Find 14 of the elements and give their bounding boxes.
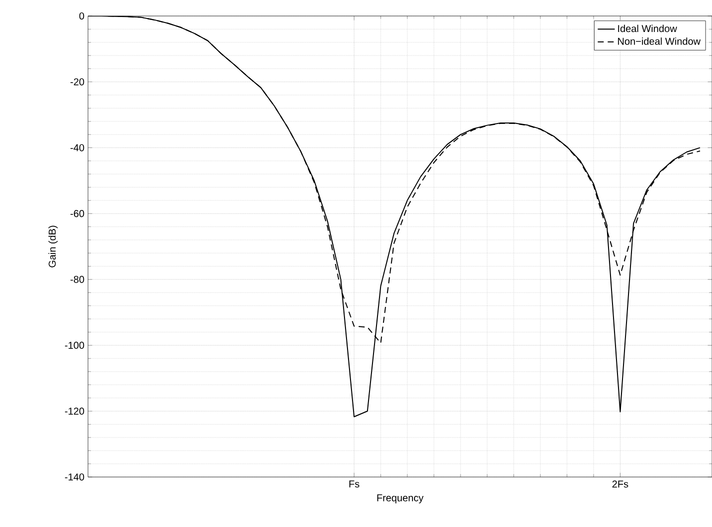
y-tick-label: -120 — [64, 408, 84, 415]
y-tick-label: -100 — [64, 342, 84, 349]
x-tick-label: Fs — [349, 480, 360, 488]
x-tick-label: 2Fs — [612, 480, 628, 488]
y-tick-label: 0 — [79, 12, 84, 20]
legend-label: Ideal Window — [618, 24, 678, 32]
y-tick-label: -60 — [70, 210, 84, 218]
y-tick-label: -80 — [70, 276, 84, 283]
y-axis-title: Gain (dB) — [48, 226, 58, 268]
x-axis-title: Frequency — [377, 494, 424, 504]
y-tick-label: -140 — [64, 473, 84, 481]
y-tick-label: -40 — [70, 144, 84, 152]
y-tick-label: -20 — [70, 78, 84, 86]
legend-label: Non−ideal Window — [618, 37, 701, 45]
